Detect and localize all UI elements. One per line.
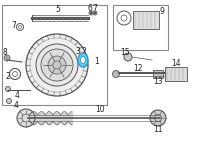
Bar [153, 70, 163, 78]
Text: 5: 5 [56, 5, 60, 14]
Circle shape [124, 53, 132, 61]
Text: 15: 15 [120, 47, 130, 56]
Circle shape [94, 12, 96, 14]
Circle shape [90, 12, 92, 14]
Bar [165, 67, 187, 81]
Circle shape [26, 34, 88, 96]
Text: 1: 1 [95, 56, 99, 66]
Bar [2, 5, 107, 105]
Ellipse shape [78, 53, 88, 67]
Text: 10: 10 [95, 106, 105, 115]
Bar [133, 11, 159, 29]
Text: 2: 2 [6, 71, 10, 81]
Text: 13: 13 [153, 76, 163, 86]
Ellipse shape [80, 56, 86, 64]
Text: 12: 12 [133, 64, 143, 72]
Text: 4: 4 [14, 101, 18, 111]
Text: 2: 2 [82, 46, 86, 56]
Text: 14: 14 [171, 59, 181, 67]
Circle shape [36, 44, 78, 86]
Text: 7: 7 [12, 20, 16, 30]
Circle shape [6, 86, 10, 91]
Circle shape [112, 71, 120, 77]
Circle shape [41, 49, 73, 81]
Circle shape [17, 109, 35, 127]
Text: 11: 11 [153, 125, 163, 133]
Text: 9: 9 [160, 6, 164, 15]
Circle shape [4, 55, 10, 61]
Text: 8: 8 [3, 47, 7, 56]
Text: 3: 3 [76, 46, 80, 56]
Bar [113, 5, 168, 50]
Circle shape [6, 98, 12, 103]
Text: 4: 4 [15, 91, 19, 101]
Text: 6: 6 [88, 4, 92, 12]
Text: 7: 7 [93, 4, 97, 12]
Circle shape [48, 56, 66, 74]
Circle shape [150, 110, 166, 126]
